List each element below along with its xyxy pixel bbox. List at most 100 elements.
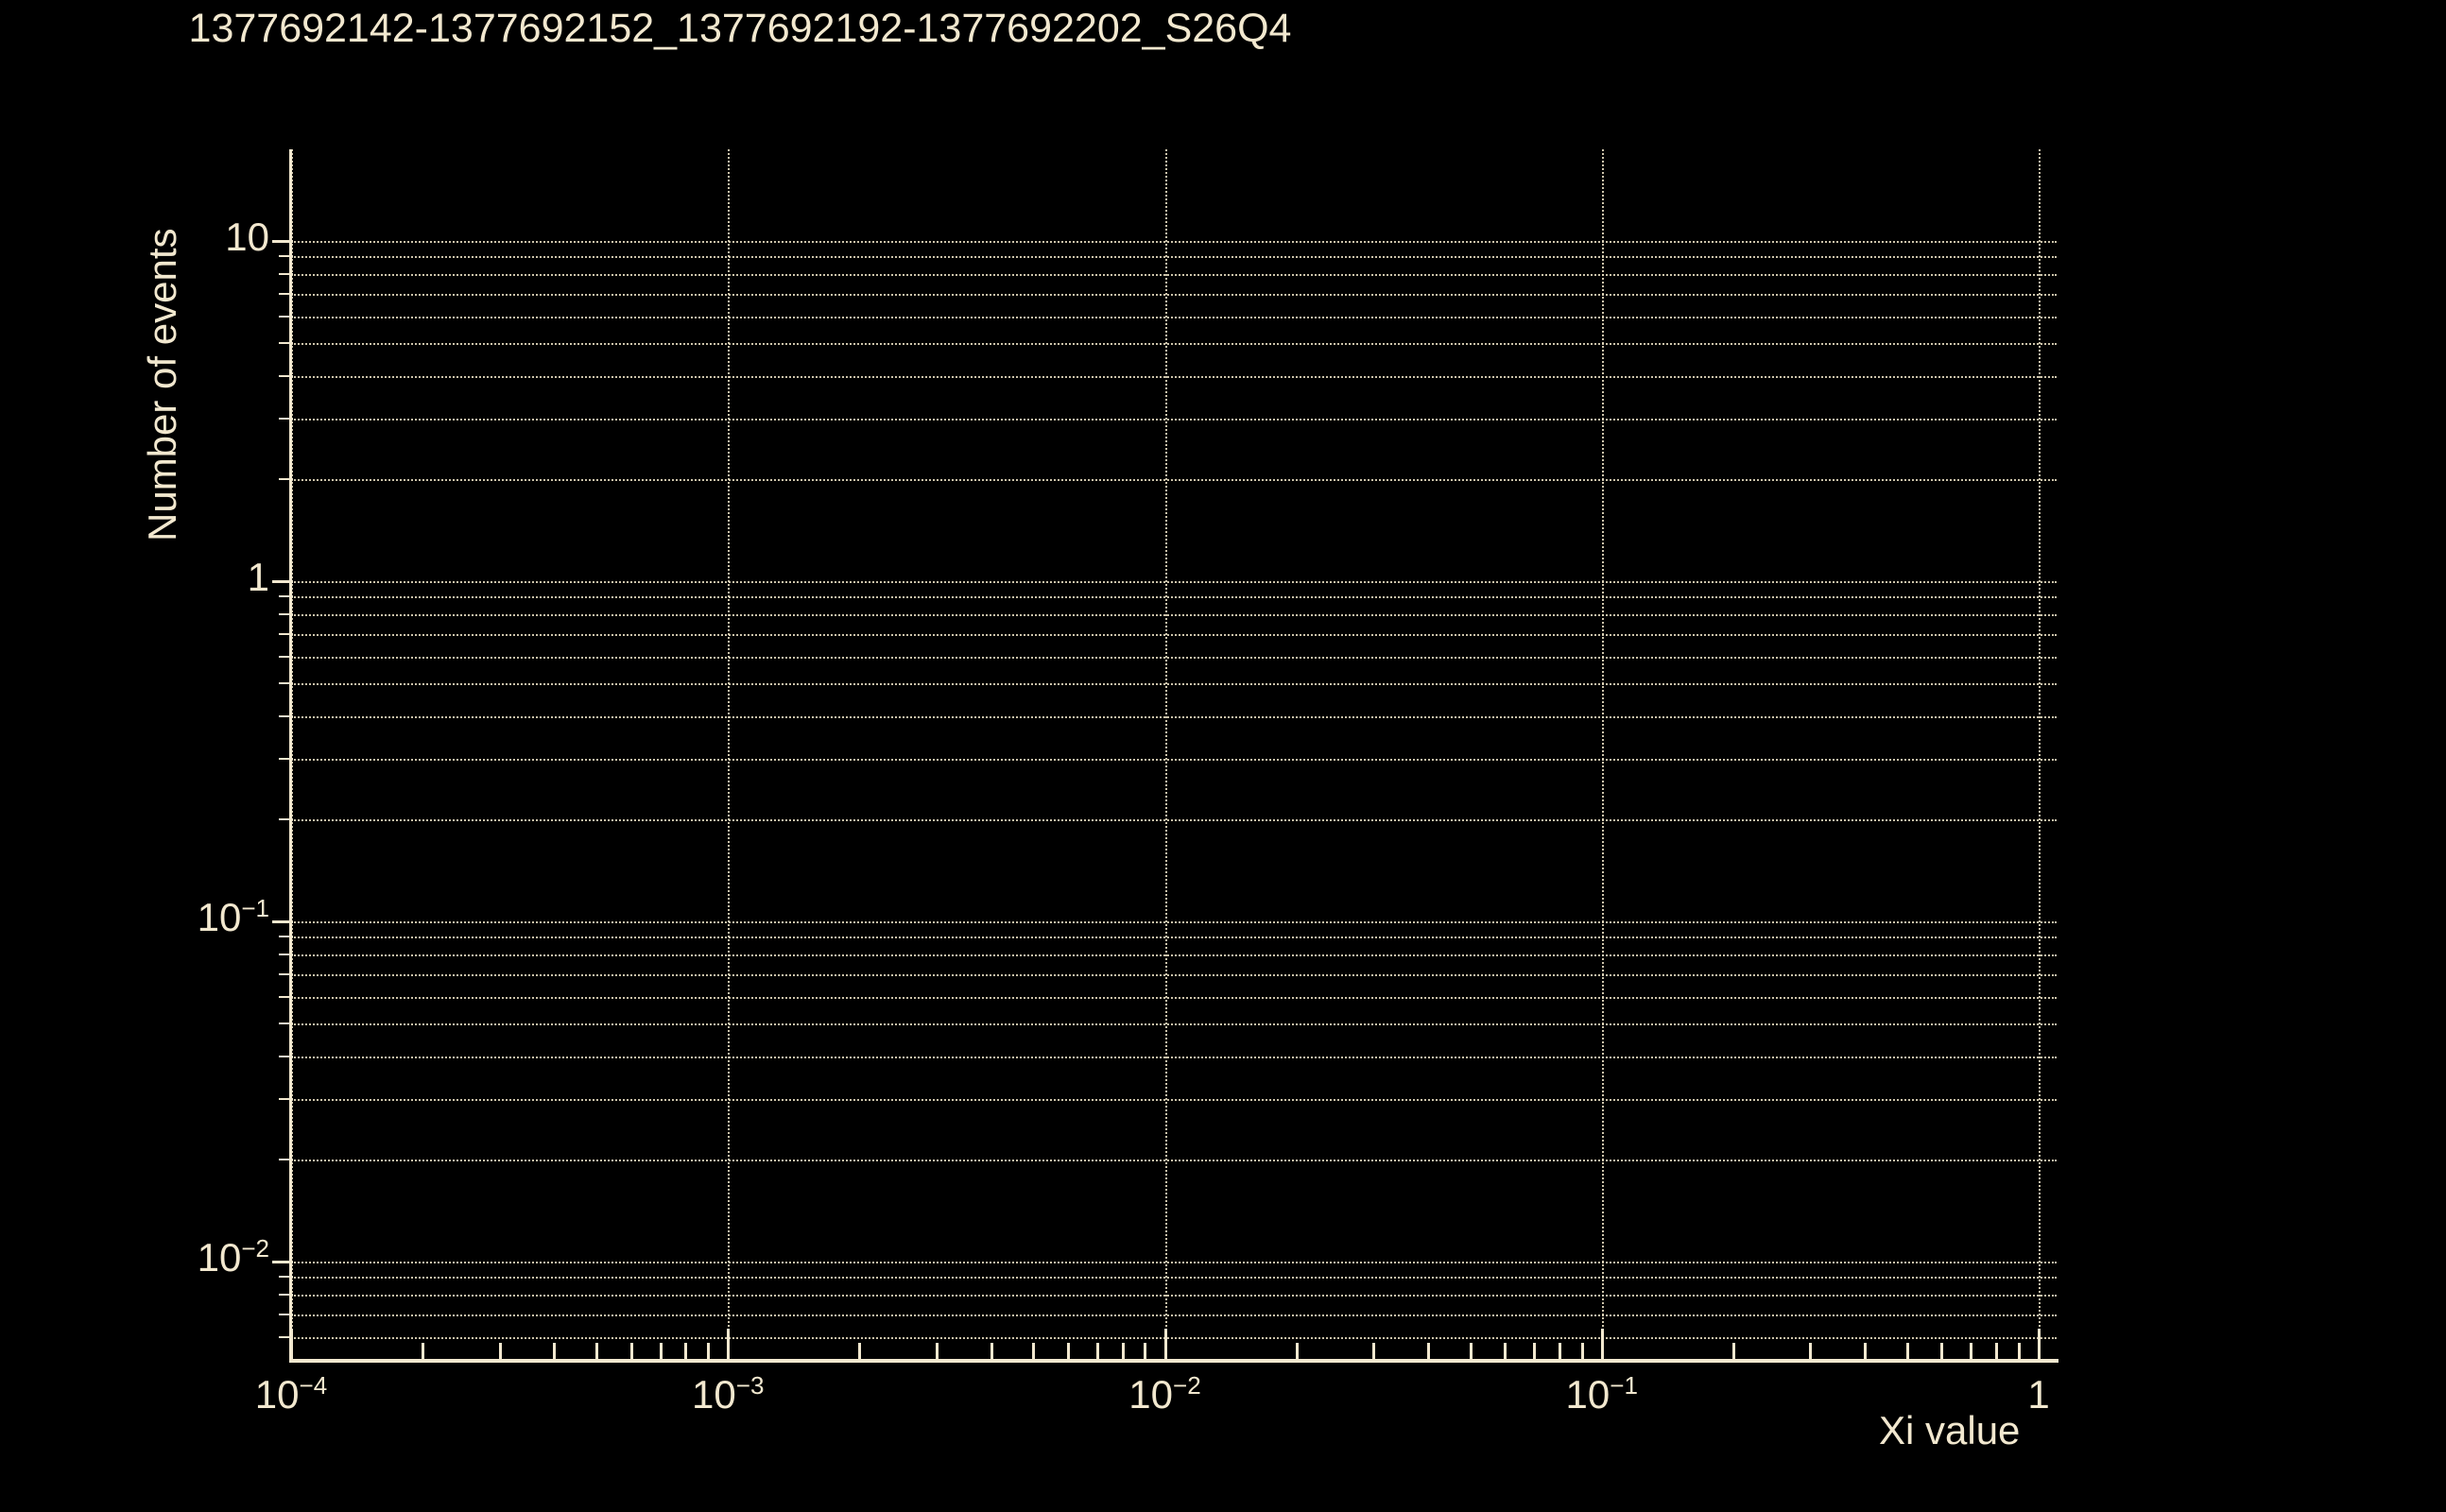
x-tick-minor bbox=[1372, 1343, 1376, 1361]
y-tick-major bbox=[272, 1261, 293, 1263]
y-tick-minor bbox=[279, 936, 293, 938]
x-tick-minor bbox=[1580, 1343, 1584, 1361]
y-axis-line bbox=[289, 149, 292, 1363]
x-gridline bbox=[2039, 149, 2041, 1361]
x-tick-minor bbox=[707, 1343, 711, 1361]
y-tick-minor bbox=[279, 1276, 293, 1279]
y-tick-minor bbox=[279, 292, 293, 295]
x-tick-minor bbox=[659, 1343, 663, 1361]
y-tick-minor bbox=[279, 655, 293, 658]
y-gridline bbox=[291, 1262, 2057, 1263]
y-gridline bbox=[291, 716, 2057, 719]
y-tick-minor bbox=[279, 595, 293, 598]
y-tick-major bbox=[272, 580, 293, 583]
x-tick-major bbox=[290, 1329, 293, 1361]
x-tick-minor bbox=[990, 1343, 993, 1361]
y-tick-minor bbox=[279, 1056, 293, 1058]
y-tick-minor bbox=[279, 1158, 293, 1160]
y-tick-minor bbox=[279, 255, 293, 258]
x-tick-minor bbox=[1095, 1343, 1099, 1361]
y-gridline bbox=[291, 1294, 2057, 1297]
y-gridline bbox=[291, 343, 2057, 346]
y-tick-minor bbox=[279, 995, 293, 998]
y-gridline bbox=[291, 633, 2057, 636]
y-gridline bbox=[291, 273, 2057, 276]
y-gridline bbox=[291, 596, 2057, 599]
y-tick-minor bbox=[279, 1293, 293, 1296]
y-gridline bbox=[291, 1099, 2057, 1102]
y-gridline bbox=[291, 256, 2057, 259]
y-gridline bbox=[291, 581, 2057, 583]
y-gridline bbox=[291, 921, 2057, 923]
x-tick-minor bbox=[1533, 1343, 1537, 1361]
x-tick-major bbox=[2038, 1329, 2041, 1361]
x-tick-label: 10−1 bbox=[1565, 1371, 1638, 1417]
x-tick-minor bbox=[595, 1343, 599, 1361]
x-gridline bbox=[1601, 149, 1604, 1361]
x-tick-minor bbox=[2017, 1343, 2021, 1361]
x-tick-minor bbox=[1121, 1343, 1125, 1361]
y-gridline bbox=[291, 1314, 2057, 1316]
y-tick-label: 10−2 bbox=[197, 1234, 269, 1280]
x-tick-minor bbox=[498, 1343, 502, 1361]
x-tick-label: 10−4 bbox=[254, 1371, 328, 1417]
x-gridline bbox=[1164, 149, 1167, 1361]
x-tick-minor bbox=[1970, 1343, 1973, 1361]
y-tick-minor bbox=[279, 272, 293, 275]
y-gridline bbox=[291, 936, 2057, 939]
y-tick-minor bbox=[279, 418, 293, 421]
y-gridline bbox=[291, 996, 2057, 999]
y-gridline bbox=[291, 241, 2057, 243]
y-tick-minor bbox=[279, 715, 293, 718]
x-tick-minor bbox=[1295, 1343, 1299, 1361]
x-tick-minor bbox=[1558, 1343, 1561, 1361]
y-gridline bbox=[291, 316, 2057, 318]
y-gridline bbox=[291, 954, 2057, 956]
x-tick-major bbox=[727, 1329, 731, 1361]
y-gridline bbox=[291, 818, 2057, 821]
x-axis-title: Xi value bbox=[1879, 1408, 2021, 1452]
x-tick-minor bbox=[629, 1343, 633, 1361]
x-tick-major bbox=[1600, 1329, 1604, 1361]
y-tick-minor bbox=[279, 1335, 293, 1338]
y-tick-minor bbox=[279, 1313, 293, 1315]
x-tick-minor bbox=[1032, 1343, 1036, 1361]
y-gridline bbox=[291, 1159, 2057, 1161]
y-gridline bbox=[291, 478, 2057, 481]
y-tick-label: 10−1 bbox=[197, 894, 269, 939]
x-tick-minor bbox=[1995, 1343, 1999, 1361]
x-tick-label: 1 bbox=[2027, 1372, 2050, 1417]
y-tick-major bbox=[272, 920, 293, 923]
y-gridline bbox=[291, 1057, 2057, 1059]
y-gridline bbox=[291, 683, 2057, 686]
y-tick-minor bbox=[279, 632, 293, 635]
y-tick-minor bbox=[279, 375, 293, 378]
y-gridline bbox=[291, 419, 2057, 421]
y-tick-minor bbox=[279, 817, 293, 820]
x-tick-minor bbox=[1809, 1343, 1813, 1361]
x-tick-label: 10−3 bbox=[692, 1371, 765, 1417]
y-gridline bbox=[291, 376, 2057, 379]
y-gridline bbox=[291, 1336, 2057, 1339]
y-tick-minor bbox=[279, 972, 293, 975]
x-tick-minor bbox=[1426, 1343, 1430, 1361]
x-tick-minor bbox=[684, 1343, 688, 1361]
y-tick-minor bbox=[279, 315, 293, 318]
x-tick-minor bbox=[1469, 1343, 1473, 1361]
y-tick-label: 10 bbox=[225, 215, 269, 259]
y-tick-major bbox=[272, 240, 293, 243]
x-tick-minor bbox=[422, 1343, 425, 1361]
y-tick-minor bbox=[279, 758, 293, 761]
y-tick-minor bbox=[279, 953, 293, 955]
plot-frame bbox=[291, 149, 2057, 1361]
y-gridline bbox=[291, 759, 2057, 762]
x-tick-label: 10−2 bbox=[1128, 1371, 1201, 1417]
y-tick-label: 1 bbox=[247, 555, 269, 599]
y-tick-minor bbox=[279, 477, 293, 480]
page-title: 1377692142-1377692152_1377692192-1377692… bbox=[188, 6, 1292, 51]
x-tick-minor bbox=[1144, 1343, 1147, 1361]
x-tick-major bbox=[1163, 1329, 1167, 1361]
x-axis-line bbox=[289, 1359, 2058, 1363]
y-gridline bbox=[291, 973, 2057, 976]
